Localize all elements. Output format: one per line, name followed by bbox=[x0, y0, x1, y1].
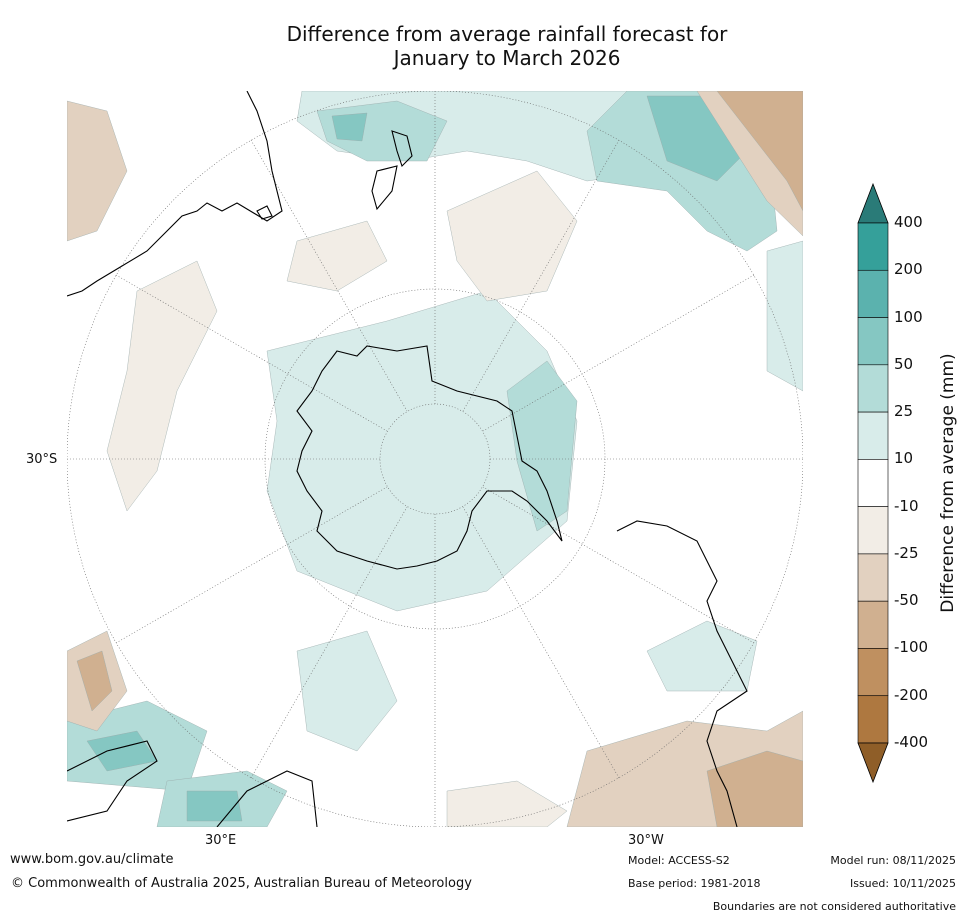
colorbar-segment bbox=[857, 364, 889, 413]
patch-dry-pacific-mid bbox=[446, 170, 578, 302]
map-title: Difference from average rainfall forecas… bbox=[67, 22, 947, 70]
patch-wet-peninsula bbox=[506, 360, 578, 532]
colorbar-tick-label: -50 bbox=[894, 591, 919, 610]
colorbar-tick-label: -200 bbox=[894, 685, 929, 704]
patch-wet-south-atlantic bbox=[646, 620, 758, 692]
colorbar-arrow-top bbox=[857, 183, 889, 224]
tasmania-coastline bbox=[256, 205, 273, 220]
patch-dry-west-indian bbox=[67, 100, 128, 242]
coastlines bbox=[67, 91, 748, 827]
colorbar-segment bbox=[857, 222, 889, 271]
patch-dry-patagonia bbox=[446, 780, 568, 827]
patch-wet-south-africa-core bbox=[186, 790, 243, 822]
colorbar-segment bbox=[857, 600, 889, 649]
colorbar-segment bbox=[857, 553, 889, 602]
title-line-2: January to March 2026 bbox=[393, 46, 621, 70]
colorbar-segment bbox=[857, 695, 889, 744]
meridian-120 bbox=[115, 486, 388, 644]
australia-coastline bbox=[67, 91, 283, 297]
patch-wet-nz-core bbox=[331, 112, 368, 142]
meridian-150 bbox=[250, 506, 408, 779]
meridian-240 bbox=[482, 486, 755, 644]
south-america-coastline bbox=[616, 520, 748, 827]
lon-label-30w: 30°W bbox=[628, 833, 664, 848]
patch-wet-pacific-far bbox=[766, 240, 803, 392]
patch-dry-west-light bbox=[106, 260, 218, 512]
title-line-1: Difference from average rainfall forecas… bbox=[286, 22, 728, 46]
colorbar-segment bbox=[857, 317, 889, 366]
polar-map bbox=[67, 91, 803, 827]
graticule bbox=[67, 91, 803, 827]
footer-model: Model: ACCESS-S2 bbox=[628, 854, 730, 867]
antarctica-coastline bbox=[296, 345, 563, 570]
colorbar-arrow-bottom bbox=[857, 742, 889, 783]
footer-issued: Issued: 10/11/2025 bbox=[849, 877, 956, 890]
nz-north-island bbox=[391, 130, 413, 168]
footer-copyright: © Commonwealth of Australia 2025, Austra… bbox=[11, 876, 472, 891]
patch-dry-indian-south bbox=[286, 220, 388, 292]
colorbar-tick-label: -10 bbox=[894, 496, 919, 515]
colorbar-tick-label: 50 bbox=[894, 354, 914, 373]
patch-dry-south-america-core bbox=[706, 750, 803, 827]
colorbar-tick-label: 100 bbox=[894, 307, 923, 326]
patch-wet-far-south bbox=[296, 630, 398, 752]
meridian-30 bbox=[250, 139, 408, 412]
africa-south-coastline bbox=[216, 770, 318, 827]
lon-label-30e: 30°E bbox=[205, 833, 237, 848]
colorbar-segment bbox=[857, 459, 889, 507]
colorbar-segment bbox=[857, 648, 889, 697]
anomaly-shading bbox=[67, 91, 803, 827]
patch-dry-ne-light bbox=[696, 91, 803, 237]
colorbar-tick-label: 25 bbox=[894, 402, 914, 421]
colorbar-tick-label: 400 bbox=[894, 213, 923, 231]
colorbar-segment bbox=[857, 411, 889, 460]
meridian-300 bbox=[482, 274, 755, 432]
footer-base-period: Base period: 1981-2018 bbox=[628, 877, 761, 890]
lat-label-30s: 30°S bbox=[26, 452, 58, 467]
colorbar bbox=[857, 183, 889, 783]
polar-map-svg bbox=[67, 91, 803, 827]
meridian-60 bbox=[115, 274, 388, 432]
colorbar-segment bbox=[857, 506, 889, 555]
footer-disclaimer: Boundaries are not considered authoritat… bbox=[712, 900, 956, 913]
patch-wet-antarctic-ring bbox=[266, 290, 578, 612]
colorbar-title: Difference from average (mm) bbox=[938, 353, 958, 613]
colorbar-tick-label: -400 bbox=[894, 733, 929, 751]
patch-dry-africa bbox=[76, 650, 113, 712]
colorbar-segment bbox=[857, 269, 889, 318]
colorbar-segments bbox=[857, 183, 889, 783]
colorbar-tick-label: 10 bbox=[894, 449, 914, 468]
footer-url[interactable]: www.bom.gov.au/climate bbox=[10, 852, 174, 867]
nz-south-island bbox=[371, 165, 398, 211]
colorbar-tick-label: -25 bbox=[894, 543, 919, 562]
footer-model-run: Model run: 08/11/2025 bbox=[830, 854, 956, 867]
africa-coastline bbox=[67, 740, 158, 822]
meridian-210 bbox=[462, 506, 620, 779]
colorbar-tick-label: -100 bbox=[894, 638, 929, 657]
meridian-330 bbox=[462, 139, 620, 412]
colorbar-tick-label: 200 bbox=[894, 260, 923, 279]
